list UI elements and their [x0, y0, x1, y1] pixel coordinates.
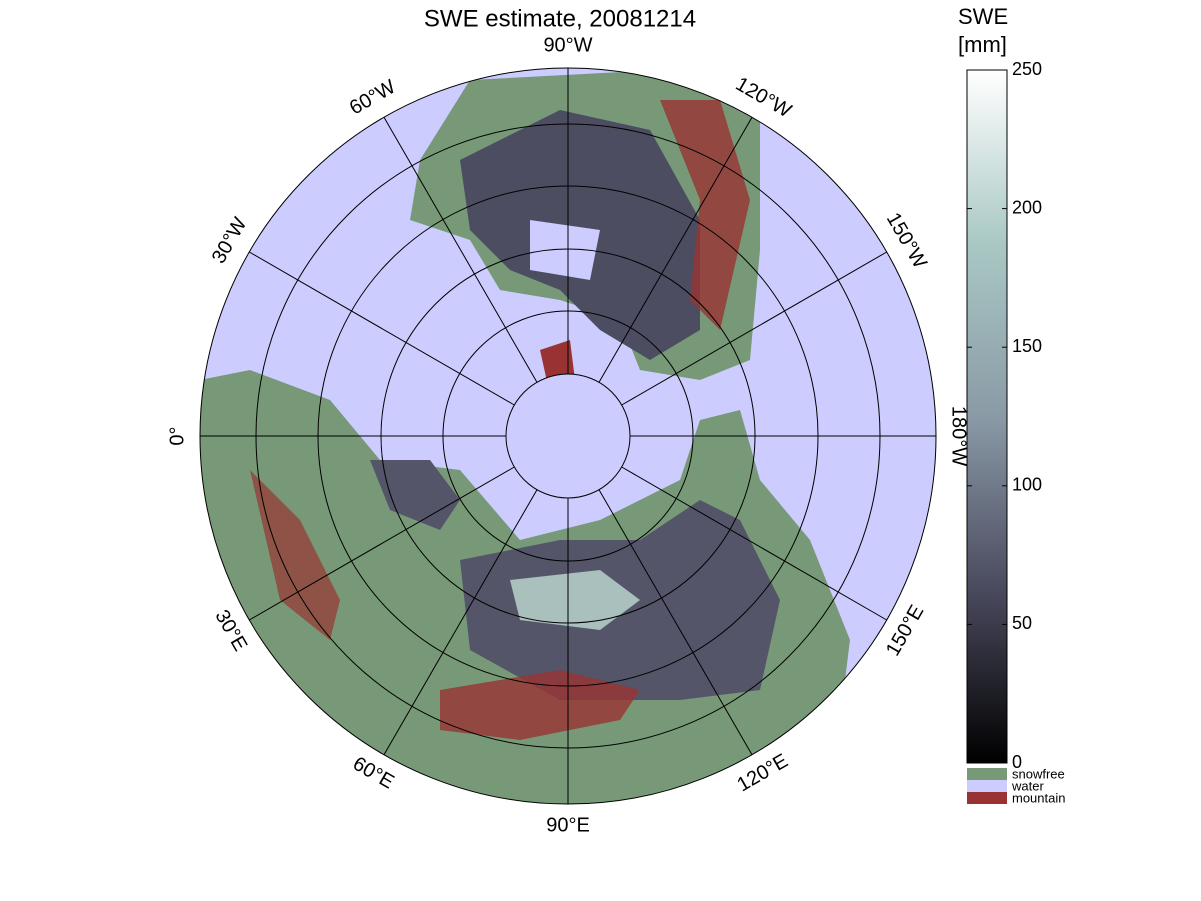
- colorbar: SWE [mm] 0 50 100 150 200 250 snowfreewatermount…: [958, 4, 1065, 806]
- parallel: [505, 373, 631, 499]
- meridians: [200, 68, 936, 804]
- meridian-label: 180°W: [948, 406, 970, 466]
- meridian: [598, 489, 753, 755]
- deep-snow: [510, 570, 640, 630]
- central-asia-mountains: [440, 670, 640, 740]
- meridian-label: 0°: [166, 426, 188, 445]
- meridian: [621, 466, 887, 621]
- map-title: SWE estimate, 20081214: [424, 5, 696, 32]
- meridian: [383, 117, 538, 383]
- scandes: [250, 470, 340, 640]
- scandinavia-snow: [370, 460, 460, 530]
- meridian: [383, 489, 538, 755]
- meridian: [598, 117, 753, 383]
- colorbar-title: [mm]: [958, 32, 1007, 57]
- meridian: [621, 251, 887, 406]
- legend-swatch: [967, 768, 1007, 780]
- map-area: [200, 68, 936, 804]
- colorbar-tick-label: 200: [1012, 197, 1042, 217]
- meridian-label: 90°W: [543, 34, 592, 56]
- legend-swatch: [967, 792, 1007, 804]
- colorbar-title: SWE: [958, 4, 1008, 29]
- colorbar-tick-label: 150: [1012, 336, 1042, 356]
- colorbar-ramp: [966, 69, 1008, 764]
- legend-label: snowfree: [1012, 766, 1065, 781]
- rockies: [660, 100, 750, 330]
- colorbar-tick-label: 0: [1012, 752, 1022, 772]
- meridian: [249, 466, 515, 621]
- hudson-bay: [530, 220, 600, 280]
- map-frame: [199, 67, 937, 805]
- meridian-label: 90°E: [546, 814, 590, 836]
- colorbar-tick-label: 250: [1012, 59, 1042, 79]
- legend-swatch: [967, 780, 1007, 792]
- colorbar-tick-label: 100: [1012, 475, 1042, 495]
- colorbar-tick-label: 50: [1012, 613, 1032, 633]
- meridian: [249, 251, 515, 406]
- legend-label: water: [1011, 778, 1044, 793]
- legend-label: mountain: [1012, 790, 1065, 805]
